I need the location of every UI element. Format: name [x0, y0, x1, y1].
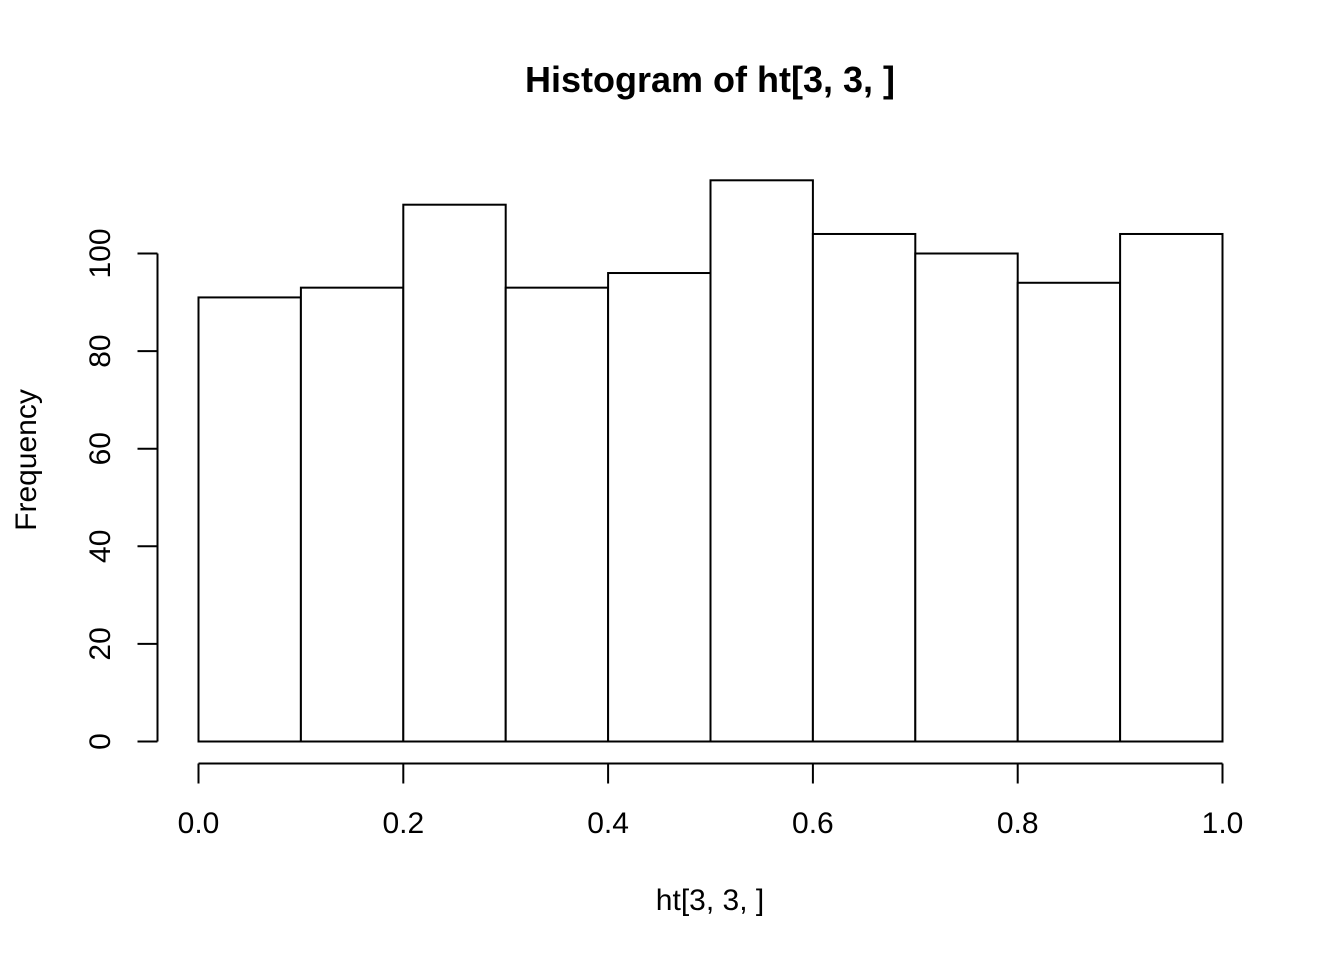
y-axis-label: Frequency [10, 389, 43, 531]
x-axis-label: ht[3, 3, ] [656, 884, 764, 917]
x-tick-label: 0.6 [792, 807, 834, 840]
histogram-bar-3 [402, 203, 507, 743]
histogram-bar-4 [504, 286, 610, 743]
histogram-bar-8 [914, 252, 1019, 743]
x-tick-label: 0.4 [587, 807, 629, 840]
x-tick-label: 1.0 [1202, 807, 1244, 840]
y-tick-label: 100 [84, 228, 117, 278]
y-tick-label: 80 [84, 334, 117, 367]
y-tick-label: 20 [84, 627, 117, 660]
chart-title: Histogram of ht[3, 3, ] [525, 59, 895, 100]
histogram-bar-6 [709, 179, 814, 743]
x-tick-label: 0.8 [997, 807, 1039, 840]
y-tick-label: 40 [84, 530, 117, 563]
y-tick-label: 0 [84, 733, 117, 750]
histogram-bar-5 [607, 272, 712, 743]
x-tick-label: 0.2 [382, 807, 424, 840]
x-axis: 0.0 0.2 0.4 0.6 0.8 1.0 [178, 762, 1244, 840]
y-axis: 0 20 40 60 80 100 [84, 228, 159, 750]
x-tick-label: 0.0 [178, 807, 220, 840]
y-tick-label: 60 [84, 432, 117, 465]
histogram-bars [197, 179, 1224, 743]
histogram-bar-10 [1119, 232, 1224, 743]
histogram-bar-1 [197, 296, 302, 743]
histogram-bar-9 [1016, 281, 1122, 743]
histogram-bar-2 [299, 286, 405, 743]
histogram-bar-7 [811, 232, 917, 743]
